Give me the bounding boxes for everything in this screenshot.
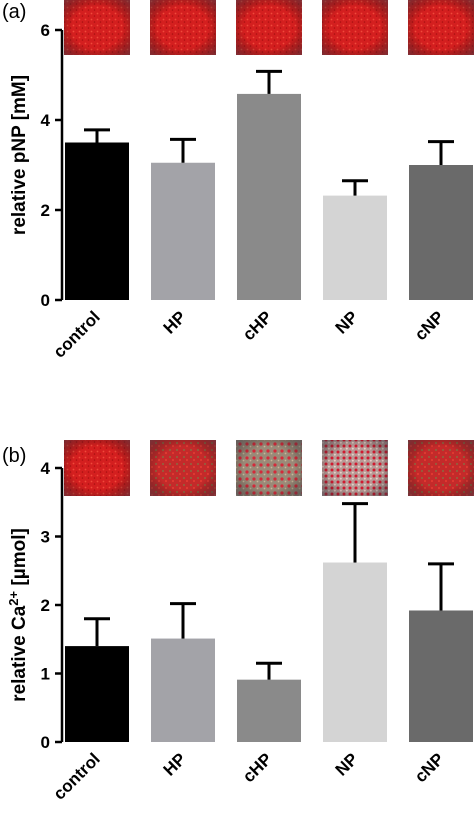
bar-a-cHP	[237, 93, 301, 301]
y-tick-label-b-4: 4	[41, 459, 51, 478]
thumbnail-b-cHP	[236, 440, 302, 496]
y-tick-label-b-2: 2	[41, 596, 50, 615]
y-axis-title-b-main: relative Ca	[9, 605, 30, 702]
thumbnail-b-cNP	[408, 440, 474, 496]
bar-b-HP	[151, 638, 215, 742]
y-axis-title-b-unit: [µmol]	[9, 528, 30, 591]
bar-b-cHP	[237, 679, 301, 742]
bar-a-control	[65, 142, 129, 300]
category-label-a-control: control	[50, 307, 104, 361]
panel-label-b: (b)	[2, 445, 26, 467]
y-axis-b: 0 1 2 3 4	[41, 459, 64, 752]
y-tick-label-a-2: 4	[41, 111, 51, 130]
thumbnail-a-control	[64, 0, 130, 55]
y-tick-label-a-3: 6	[41, 21, 50, 40]
bar-b-NP	[323, 562, 387, 742]
thumbnail-b-control	[64, 440, 130, 496]
category-label-b-cHP: cHP	[239, 749, 276, 786]
bar-a-NP	[323, 195, 387, 300]
category-label-a-cNP: cNP	[411, 307, 448, 344]
category-label-b-NP: NP	[332, 749, 362, 779]
bar-b-cNP	[409, 610, 473, 742]
chart-panel-a: (a) 0 2 4 6 control HP cHP NP cNP relative pNP …	[2, 0, 474, 362]
bar-a-HP	[151, 162, 215, 300]
thumbnail-b-HP	[150, 440, 216, 496]
bars-b	[65, 562, 473, 742]
y-axis-title-b: relative Ca2+ [µmol]	[6, 528, 30, 702]
category-label-a-HP: HP	[160, 307, 190, 337]
thumbnail-a-cNP	[408, 0, 474, 55]
category-label-b-control: control	[50, 749, 104, 803]
y-tick-label-b-1: 1	[41, 665, 50, 684]
y-tick-label-b-3: 3	[41, 528, 50, 547]
thumbnail-a-NP	[322, 0, 388, 55]
y-axis-title-b-sup: 2+	[6, 590, 21, 605]
bars-a	[65, 93, 473, 301]
y-axis-title-a: relative pNP [mM]	[9, 75, 30, 235]
thumbnails-b	[64, 440, 474, 496]
chart-panel-b: (b) 0 1 2 3 4 control HP cHP NP cNP relative Ca2…	[2, 440, 474, 804]
y-tick-label-a-0: 0	[41, 291, 50, 310]
category-labels-a: control HP cHP NP cNP	[50, 307, 448, 361]
panel-label-a: (a)	[2, 1, 26, 23]
category-labels-b: control HP cHP NP cNP	[50, 749, 448, 803]
y-tick-label-a-1: 2	[41, 201, 50, 220]
category-label-b-HP: HP	[160, 749, 190, 779]
category-label-a-NP: NP	[332, 307, 362, 337]
error-bars-a	[84, 69, 454, 196]
bar-a-cNP	[409, 165, 473, 300]
thumbnail-b-NP	[322, 440, 388, 496]
thumbnail-a-HP	[150, 0, 216, 55]
y-tick-label-b-0: 0	[41, 733, 50, 752]
category-label-b-cNP: cNP	[411, 749, 448, 786]
thumbnail-a-cHP	[236, 0, 302, 55]
bar-b-control	[65, 646, 129, 742]
y-axis-a: 0 2 4 6	[41, 21, 64, 310]
category-label-a-cHP: cHP	[239, 307, 276, 344]
error-bars-b	[84, 502, 454, 680]
thumbnails-a	[64, 0, 474, 55]
